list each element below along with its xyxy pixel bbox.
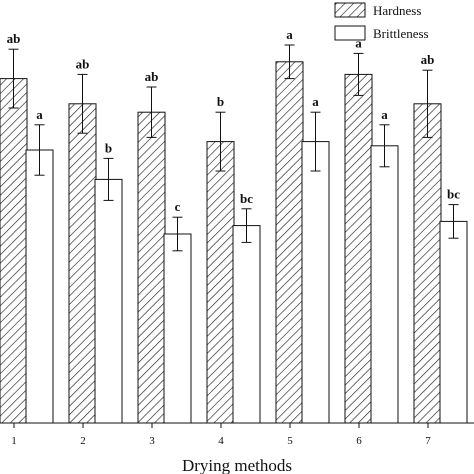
- x-axis-label: Drying methods: [182, 456, 292, 474]
- legend-label-brittleness: Brittleness: [373, 26, 429, 41]
- bar-brittleness-1: [25, 149, 54, 424]
- bar-hardness-2: [68, 103, 97, 424]
- bar-hardness-5: [275, 61, 304, 424]
- x-tick-label: 2: [80, 435, 86, 447]
- significance-label: a: [355, 35, 362, 50]
- significance-labels-layer: ab a ab b ab c b bc a a a a ab bc: [7, 27, 461, 214]
- bar-brittleness-7: [439, 220, 468, 424]
- bar-brittleness-5: [301, 141, 330, 424]
- x-tick-label: 4: [218, 435, 224, 447]
- bar-hardness-7: [413, 103, 442, 424]
- x-tick-label: 5: [287, 435, 293, 447]
- x-ticks-layer: 1 2 3 4 5 6 7: [11, 423, 431, 447]
- significance-label: b: [217, 94, 224, 109]
- significance-label: ab: [421, 52, 435, 67]
- significance-label: ab: [76, 56, 90, 71]
- significance-label: a: [381, 107, 388, 122]
- significance-label: a: [312, 94, 319, 109]
- significance-label: bc: [447, 187, 460, 202]
- legend: Hardness Brittleness: [334, 2, 429, 41]
- error-bars-layer: [8, 44, 459, 252]
- significance-label: a: [36, 107, 43, 122]
- bar-hardness-3: [137, 111, 166, 424]
- legend-swatch-brittleness: [334, 25, 366, 41]
- x-tick-label: 7: [425, 435, 431, 447]
- bar-brittleness-6: [370, 145, 399, 424]
- x-tick-label: 6: [356, 435, 362, 447]
- bar-brittleness-3: [163, 233, 192, 424]
- bar-brittleness-4: [232, 225, 261, 424]
- legend-swatch-hardness: [334, 2, 366, 18]
- significance-label: b: [105, 140, 112, 155]
- x-tick-label: 1: [11, 435, 17, 447]
- bars-layer: [0, 61, 468, 424]
- bar-hardness-4: [206, 141, 235, 424]
- significance-label: ab: [7, 31, 21, 46]
- significance-label: a: [286, 27, 293, 42]
- significance-label: ab: [145, 69, 159, 84]
- x-tick-label: 3: [149, 435, 155, 447]
- significance-label: bc: [240, 191, 253, 206]
- bar-brittleness-2: [94, 178, 123, 424]
- legend-label-hardness: Hardness: [373, 3, 421, 18]
- bar-hardness-1: [0, 78, 28, 424]
- significance-label: c: [175, 199, 181, 214]
- bar-hardness-6: [344, 73, 373, 424]
